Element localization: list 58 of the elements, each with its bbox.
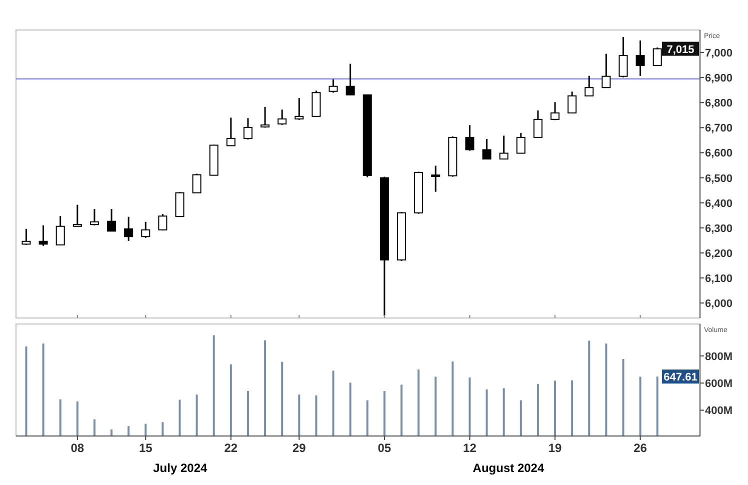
candlestick	[568, 90, 577, 114]
x-tick-label: 05	[378, 441, 392, 455]
candlestick	[618, 36, 628, 78]
candlestick	[124, 216, 134, 242]
candlestick	[602, 53, 611, 88]
candlestick	[260, 106, 270, 128]
candlestick	[175, 191, 184, 218]
x-tick-label: 22	[224, 441, 238, 455]
candlestick	[516, 132, 526, 154]
x-tick-label: 29	[292, 441, 306, 455]
x-tick-label: 15	[138, 441, 153, 455]
text: 7,015	[666, 44, 694, 56]
y-tick-label: 800M	[705, 350, 733, 363]
candlestick	[278, 108, 287, 126]
y-tick-label: 400M	[705, 405, 733, 418]
x-tick-label: 12	[463, 441, 477, 455]
candlestick	[243, 117, 252, 140]
candlestick	[226, 116, 236, 146]
candlestick	[550, 101, 560, 121]
candlestick	[431, 164, 440, 193]
candlestick	[482, 138, 492, 160]
annotation: 647.61	[664, 372, 698, 384]
x-tick-label: 26	[634, 441, 648, 455]
text: July 2024	[153, 461, 208, 475]
candlestick	[38, 224, 48, 247]
y-tick-label: 6,800	[705, 98, 733, 110]
candlestick	[22, 228, 31, 246]
y-tick-label: 6,900	[705, 72, 733, 85]
text: August 2024	[472, 461, 544, 475]
candlestick	[652, 46, 662, 66]
y-tick-label: 600M	[705, 378, 733, 390]
candlestick	[312, 90, 321, 118]
candlestick	[584, 75, 594, 97]
y-tick-label: 7,000	[705, 48, 733, 60]
candlestick	[636, 40, 645, 77]
candlestick	[294, 97, 304, 121]
y-tick-label: 6,600	[705, 148, 733, 160]
y-tick-label: 6,200	[705, 248, 733, 260]
candlestick	[328, 78, 338, 94]
candlestick	[141, 221, 150, 239]
candlestick	[499, 134, 508, 160]
candlestick	[56, 215, 65, 246]
x-tick-label: 08	[70, 441, 84, 455]
candlestick	[192, 173, 202, 194]
candlestick	[107, 208, 116, 232]
y-tick-label: 6,700	[705, 122, 733, 135]
y-tick-label: 6,300	[705, 222, 733, 235]
y-tick-label: 6,400	[705, 198, 733, 210]
candlestick	[90, 208, 99, 226]
candlestick	[533, 110, 542, 139]
y-tick-label: 6,100	[705, 272, 733, 285]
candlestick	[72, 204, 82, 228]
candlestick	[465, 124, 474, 152]
x-tick-label: 19	[548, 441, 562, 455]
candlestick	[346, 63, 355, 96]
candlestick	[158, 213, 168, 232]
y-tick-label: 6,500	[705, 172, 733, 185]
y-tick-label: 6,000	[705, 298, 733, 310]
